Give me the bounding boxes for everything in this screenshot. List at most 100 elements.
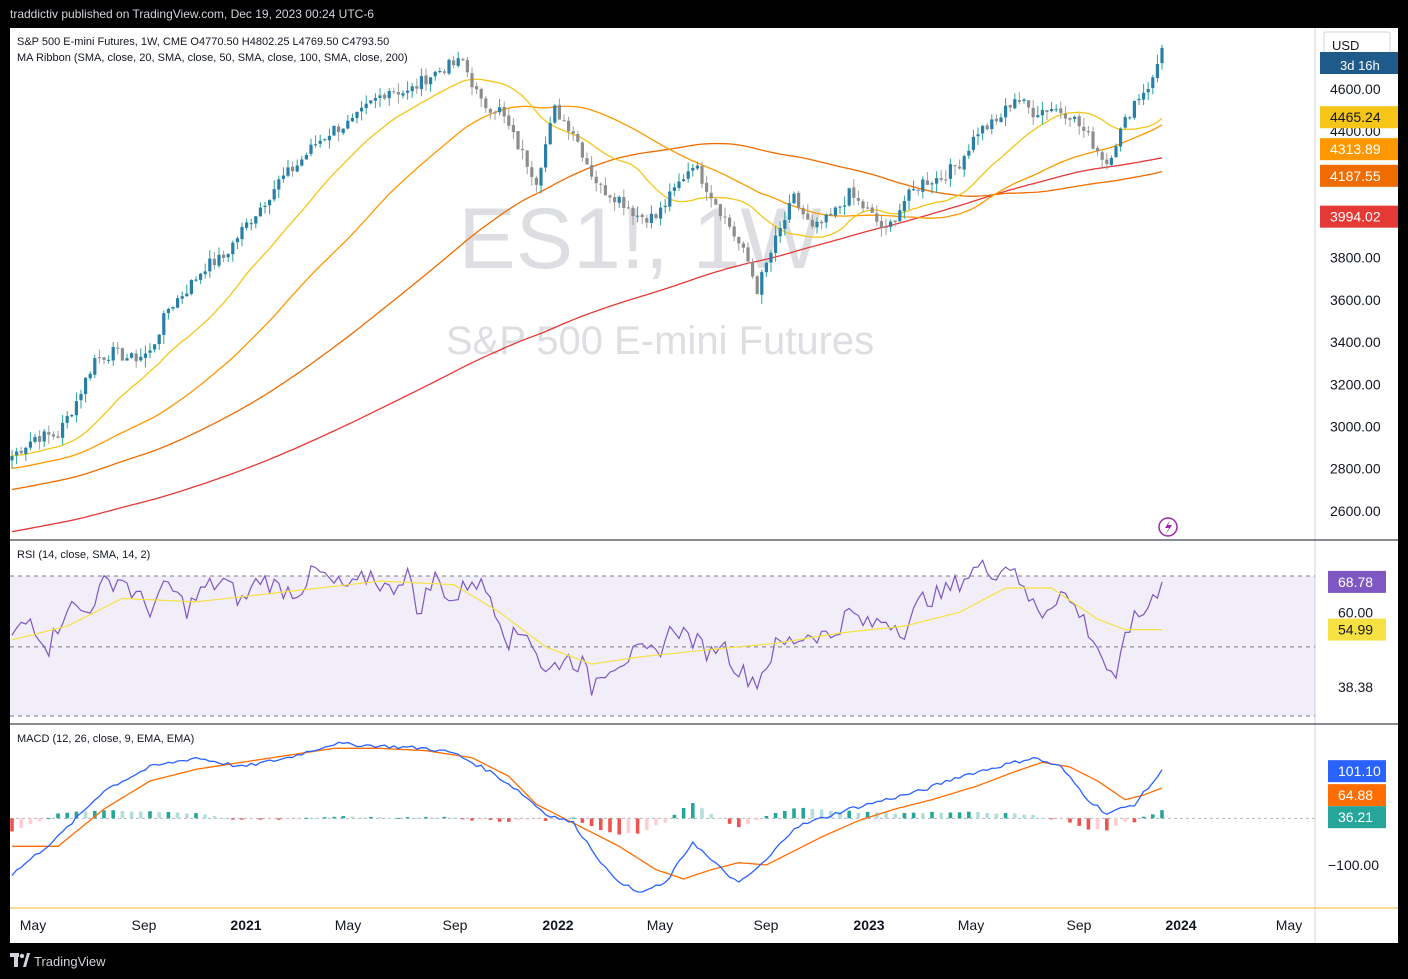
candle-body [295,165,299,172]
macd-histogram-bar [1031,814,1035,819]
rsi-tick-label: 60.00 [1338,604,1373,620]
macd-histogram-bar [645,818,649,831]
candle-body [645,218,649,223]
macd-histogram-bar [580,818,585,823]
candle-body [51,434,55,437]
tradingview-logo-icon [10,953,30,967]
candle-body [479,88,483,99]
macd-histogram-bar [185,813,189,819]
candle-body [222,254,226,258]
macd-histogram-bar [1003,813,1008,819]
macd-histogram-bar [902,812,907,819]
macd-histogram-bar [405,817,410,819]
candle-body [70,414,74,417]
candle-body [341,128,345,133]
macd-histogram-bar [93,810,97,819]
candle-body [603,185,607,196]
macd-histogram-bar [129,811,134,819]
candle-body [281,175,285,179]
candle-body [199,273,203,280]
candle-body [622,197,626,208]
macd-histogram-bar [258,818,263,820]
candle-body [433,71,437,77]
candle-body [1155,64,1159,78]
candle-body [737,236,741,244]
macd-histogram-bar [415,817,419,819]
time-tick-label: May [1276,917,1302,933]
macd-histogram-bar [930,811,934,819]
candle-body [1105,159,1109,165]
price-tick-label: 2600.00 [1330,503,1381,519]
macd-histogram-bar [203,814,207,819]
candle-body [567,120,571,132]
candle-body [47,432,51,435]
macd-histogram-bar [313,818,318,820]
macd-histogram-bar [28,818,33,825]
macd-histogram-bar [617,818,621,835]
macd-histogram-bar [534,818,539,820]
candle-body [939,178,943,180]
macd-value-label: 101.10 [1338,763,1381,779]
candle-body [470,73,474,88]
macd-histogram-bar [286,818,290,820]
macd-histogram-bar [985,812,989,819]
candle-body [718,204,722,217]
chart-canvas[interactable]: ES1!, 1W S&P 500 E-mini Futures S&P 500 E-… [10,28,1398,943]
candle-body [332,125,336,136]
macd-histogram-bar [10,818,14,832]
candle-body [925,180,929,185]
macd-histogram-bar [1151,814,1155,819]
candle-body [562,120,566,122]
candle-body [84,377,88,395]
macd-histogram-bar [1132,818,1137,823]
candle-body [120,348,124,361]
candle-body [636,215,640,217]
candle-body [1146,88,1150,93]
macd-histogram-bar [709,813,713,819]
candle-body [516,131,520,150]
rsi-value-label: 54.99 [1338,622,1373,638]
candle-body [1082,126,1086,131]
rsi-legend: RSI (14, close, SMA, 14, 2) [17,549,150,561]
candle-body [323,139,327,141]
macd-histogram-bar [865,811,870,819]
macd-histogram-bar [102,810,106,819]
macd-histogram-bar [19,818,23,828]
macd-histogram-bar [773,812,778,819]
candle-body [484,98,488,109]
price-legend: S&P 500 E-mini Futures, 1W, CME O4770.50… [17,36,389,48]
chart-frame[interactable]: ES1!, 1W S&P 500 E-mini Futures S&P 500 E-… [10,28,1398,943]
macd-histogram-bar [359,817,364,819]
candle-body [139,356,143,361]
candle-body [1073,116,1077,120]
candle-body [502,106,506,117]
candle-body [245,222,249,228]
rsi-value-badge [1328,570,1386,593]
macd-histogram-bar [599,818,603,831]
macd-histogram-bar [56,813,60,819]
candle-body [971,136,975,151]
candle-body [107,359,111,361]
macd-histogram-bar [507,818,511,822]
macd-histogram-bar [911,812,916,819]
currency-label: USD [1332,38,1359,53]
candle-body [824,214,828,223]
candle-body [1100,152,1104,160]
candle-body [686,171,690,179]
candle-body [764,262,768,273]
candle-body [810,219,814,227]
macd-histogram-bar [1141,816,1146,819]
macd-histogram-bar [304,817,309,819]
macd-histogram-bar [249,818,253,820]
candle-body [751,262,755,277]
ma-value-badge [1320,138,1398,161]
candle-body [268,200,272,206]
candle-body [1031,107,1035,118]
macd-histogram-bar [663,818,667,823]
time-tick-label: Sep [443,917,468,933]
candle-body [631,207,635,217]
macd-histogram-bar [83,811,88,819]
lightning-icon-bolt [1165,520,1172,534]
sma100-line [11,142,1163,491]
candle-body [415,86,419,89]
